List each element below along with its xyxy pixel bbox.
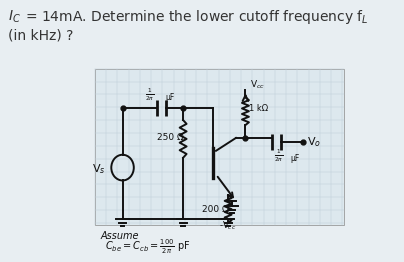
Text: μF: μF <box>290 154 300 163</box>
Text: $\frac{1}{2\pi}$: $\frac{1}{2\pi}$ <box>145 86 154 103</box>
Text: V$_o$: V$_o$ <box>307 135 321 149</box>
Text: V$_s$: V$_s$ <box>92 163 105 177</box>
Text: $\frac{1}{2\pi}$: $\frac{1}{2\pi}$ <box>274 148 283 164</box>
Text: $C_{be} = C_{cb} = \frac{100}{2\pi}$ pF: $C_{be} = C_{cb} = \frac{100}{2\pi}$ pF <box>105 237 191 256</box>
Text: $I_C$: $I_C$ <box>8 9 21 25</box>
Text: V$_{cc}$: V$_{cc}$ <box>250 78 265 91</box>
Text: μF: μF <box>166 93 175 102</box>
Text: 1 kΩ: 1 kΩ <box>249 104 268 113</box>
Text: (in kHz) ?: (in kHz) ? <box>8 28 74 42</box>
Text: Assume: Assume <box>101 231 139 241</box>
Text: 200 Ω: 200 Ω <box>202 205 229 214</box>
Text: = 14mA. Determine the lower cutoff frequency f$_L$: = 14mA. Determine the lower cutoff frequ… <box>25 8 368 26</box>
Text: -V$_{cc}$: -V$_{cc}$ <box>219 220 237 232</box>
Text: 250 Ω: 250 Ω <box>157 133 184 143</box>
Bar <box>95 69 344 225</box>
